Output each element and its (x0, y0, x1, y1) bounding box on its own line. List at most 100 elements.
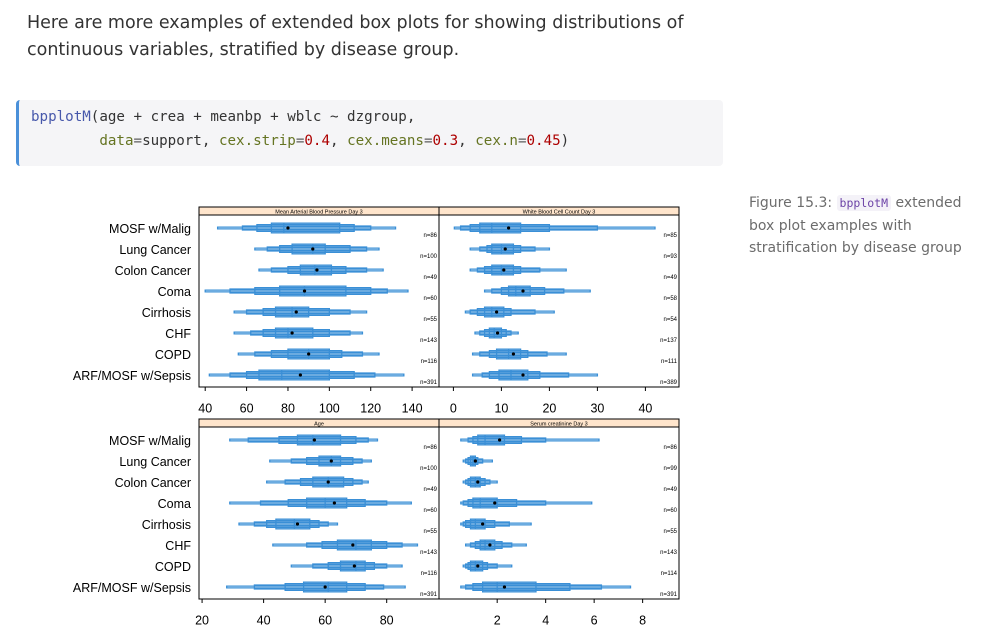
box-outline (229, 434, 379, 446)
box-outline (453, 222, 656, 234)
mean-dot (315, 268, 319, 272)
mean-dot (502, 268, 506, 272)
mean-dot (295, 522, 300, 526)
n-label: n=391 (420, 380, 438, 386)
code-separator: , (458, 133, 476, 149)
box-outline (266, 476, 369, 488)
mean-dot (302, 289, 307, 293)
x-tick-label: 140 (402, 402, 423, 416)
n-label: n=143 (660, 550, 678, 556)
panel-title: Mean Arterial Blood Pressure Day 3 (275, 210, 362, 216)
box-outline (238, 518, 339, 530)
mean-dot (323, 585, 327, 589)
box-outline (465, 539, 527, 551)
n-label: n=49 (663, 487, 677, 493)
panel-title: Age (314, 422, 324, 428)
x-tick-label: 4 (542, 614, 549, 628)
n-label: n=49 (663, 275, 677, 281)
code-line-1-args: (age + crea + meanbp + wblc ~ dzgroup, (90, 109, 416, 125)
code-line-2: data=support, cex.strip=0.4, cex.means=0… (31, 133, 569, 149)
caption-text: extended box plot examples with stratifi… (749, 195, 962, 256)
box-outline (204, 285, 409, 297)
mean-dot (476, 480, 480, 484)
mean-dot (298, 373, 302, 377)
group-label: Coma (158, 285, 191, 299)
box-outline (290, 560, 403, 572)
code-equals: = (133, 133, 143, 149)
mean-dot (326, 480, 330, 484)
n-label: n=54 (663, 317, 677, 323)
n-label: n=55 (423, 317, 437, 323)
group-label: Colon Cancer (115, 476, 191, 490)
mean-dot (498, 438, 502, 442)
box-outline (464, 306, 555, 318)
mean-dot (312, 438, 316, 442)
n-label: n=49 (423, 275, 437, 281)
x-tick-label: 40 (198, 402, 212, 416)
mean-dot (511, 352, 515, 356)
group-label: CHF (165, 327, 191, 341)
x-tick-label: 10 (494, 402, 508, 416)
group-label: MOSF w/Malig (109, 434, 191, 448)
mean-dot (476, 564, 480, 568)
code-function-name: bpplotM (31, 109, 91, 125)
mean-dot (481, 522, 485, 526)
x-tick-label: 40 (257, 614, 271, 628)
box-outline (460, 434, 600, 446)
box-outline (226, 581, 406, 593)
code-value-data: support (142, 133, 202, 149)
n-label: n=116 (421, 359, 438, 365)
n-label: n=60 (663, 508, 677, 514)
mean-dot (329, 459, 333, 463)
code-arg-data: data (99, 133, 134, 149)
code-arg-cex-means: cex.means (347, 133, 424, 149)
group-label: COPD (155, 348, 191, 362)
box-outline (460, 518, 532, 530)
n-label: n=111 (661, 359, 678, 365)
x-tick-label: 40 (638, 402, 652, 416)
mean-dot (503, 247, 507, 251)
group-label: ARF/MOSF w/Sepsis (73, 369, 191, 383)
n-label: n=99 (663, 466, 677, 472)
figure-caption: Figure 15.3: bpplotM extended box plot e… (749, 192, 989, 260)
x-tick-label: 8 (639, 614, 646, 628)
panel-frame (438, 426, 680, 600)
box-outline (460, 497, 593, 509)
box-outline (469, 264, 567, 276)
code-block: bpplotM(age + crea + meanbp + wblc ~ dzg… (16, 100, 723, 166)
group-label: Coma (158, 497, 191, 511)
box-outline (258, 264, 384, 276)
caption-label: Figure 15.3: (749, 195, 837, 211)
box-outline (272, 539, 419, 551)
mean-dot (351, 543, 355, 547)
n-label: n=100 (420, 254, 438, 260)
code-equals: = (295, 133, 305, 149)
mean-dot (311, 247, 315, 251)
n-label: n=60 (423, 508, 437, 514)
code-line-1: bpplotM(age + crea + meanbp + wblc ~ dzg… (31, 109, 415, 125)
mean-dot (294, 310, 298, 314)
panel-frame (198, 214, 440, 388)
box-outline (269, 455, 372, 467)
n-label: n=116 (421, 571, 438, 577)
box-outline (254, 243, 380, 255)
x-tick-label: 80 (281, 402, 295, 416)
group-label: ARF/MOSF w/Sepsis (73, 581, 191, 595)
n-label: n=85 (663, 233, 677, 239)
code-separator: , (330, 133, 348, 149)
mean-dot (495, 310, 499, 314)
n-label: n=114 (661, 571, 678, 577)
n-label: n=86 (663, 445, 677, 451)
box-outline (462, 455, 493, 467)
n-label: n=55 (423, 529, 437, 535)
box-outline (471, 348, 567, 360)
box-outline (233, 327, 364, 339)
mean-dot (521, 373, 525, 377)
x-tick-label: 6 (591, 614, 598, 628)
x-tick-label: 0 (450, 402, 457, 416)
n-label: n=55 (663, 529, 677, 535)
n-label: n=143 (420, 338, 438, 344)
code-separator: , (201, 133, 219, 149)
mean-dot (307, 352, 311, 356)
